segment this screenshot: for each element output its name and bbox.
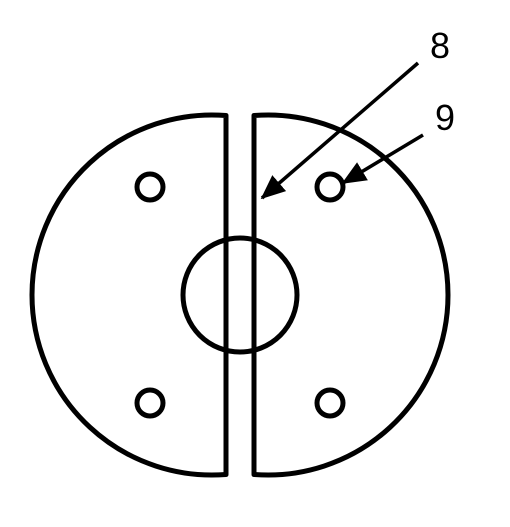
flange-left-half [32,115,226,475]
label-9: 9 [435,97,455,138]
bolt-hole-1 [137,174,163,200]
flange-right-half [254,115,448,475]
bolt-hole-3 [137,390,163,416]
leader-line-9 [343,135,423,183]
bolt-hole-4 [317,390,343,416]
center-hole [183,238,297,352]
bolt-hole-2 [317,174,343,200]
flange-diagram: 89 [32,25,455,475]
label-8: 8 [430,25,450,66]
